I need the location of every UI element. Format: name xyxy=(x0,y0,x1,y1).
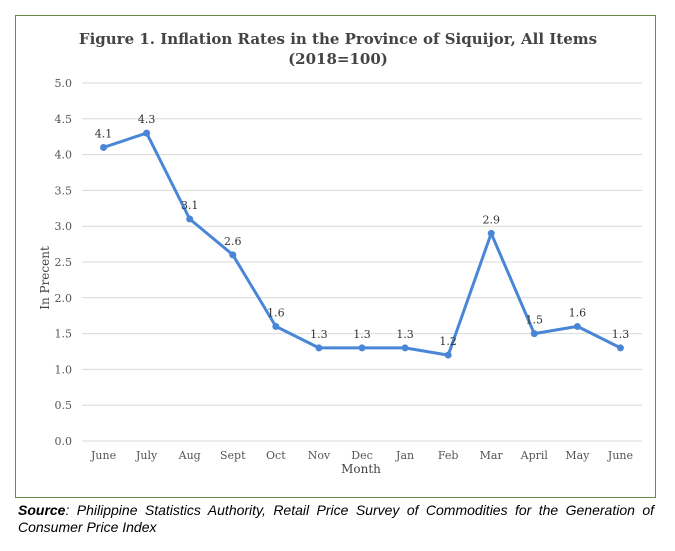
data-point xyxy=(616,344,624,352)
data-point xyxy=(229,251,237,259)
line-chart: Figure 1. Inflation Rates in the Provinc… xyxy=(38,30,642,476)
data-label: 4.1 xyxy=(95,127,113,140)
y-tick-label: 4.5 xyxy=(55,113,73,126)
y-tick-label: 3.0 xyxy=(55,220,73,233)
data-label: 1.5 xyxy=(526,314,544,327)
source-text: : Philippine Statistics Authority, Retai… xyxy=(18,502,654,535)
data-label: 2.6 xyxy=(224,235,242,248)
data-label: 4.3 xyxy=(138,113,156,126)
y-tick-label: 0.5 xyxy=(55,399,73,412)
source-note: Source: Philippine Statistics Authority,… xyxy=(18,502,654,536)
x-tick-label: Jan xyxy=(395,449,414,462)
chart-subtitle: (2018=100) xyxy=(288,50,388,68)
y-tick-label: 4.0 xyxy=(55,149,73,162)
x-tick-label: July xyxy=(135,449,158,462)
x-tick-label: Sept xyxy=(220,449,246,462)
x-axis-ticks: June July Aug Sept Oct Nov Dec Jan Feb Mar April Ma… xyxy=(90,449,633,462)
data-point xyxy=(530,330,538,338)
y-tick-label: 2.0 xyxy=(55,292,73,305)
data-point xyxy=(315,344,323,352)
data-label: 2.9 xyxy=(482,213,500,226)
data-point xyxy=(487,229,495,237)
series-line xyxy=(100,129,624,359)
x-tick-label: June xyxy=(607,449,633,462)
data-point xyxy=(100,143,108,151)
chart-frame: Figure 1. Inflation Rates in the Provinc… xyxy=(15,15,656,498)
x-tick-label: April xyxy=(520,449,549,462)
y-tick-label: 5.0 xyxy=(55,77,73,90)
y-tick-label: 2.5 xyxy=(55,256,73,269)
data-label: 1.6 xyxy=(569,306,587,319)
y-axis-ticks: 0.0 0.5 1.0 1.5 2.0 2.5 3.0 3.5 4.0 4.5 5.0 xyxy=(55,77,73,448)
x-tick-label: Oct xyxy=(266,449,286,462)
y-axis-label: In Precent xyxy=(38,246,52,310)
x-tick-label: Mar xyxy=(480,449,504,462)
x-tick-label: May xyxy=(565,449,590,462)
data-label: 3.1 xyxy=(181,199,199,212)
x-tick-label: Dec xyxy=(351,449,373,462)
x-tick-label: June xyxy=(90,449,116,462)
y-tick-label: 3.5 xyxy=(55,184,73,197)
data-labels: 4.1 4.3 3.1 2.6 1.6 1.3 1.3 1.3 1.2 2.9 1.5 1.6 1.3 xyxy=(95,113,629,348)
x-tick-label: Aug xyxy=(178,449,201,462)
chart-title: Figure 1. Inflation Rates in the Provinc… xyxy=(79,30,597,48)
x-tick-label: Feb xyxy=(438,449,459,462)
x-tick-label: Nov xyxy=(308,449,331,462)
y-tick-label: 1.5 xyxy=(55,328,73,341)
data-label: 1.3 xyxy=(310,328,328,341)
y-tick-label: 1.0 xyxy=(55,363,73,376)
data-point xyxy=(358,344,366,352)
x-axis-label: Month xyxy=(341,462,381,476)
data-point xyxy=(186,215,194,223)
data-point xyxy=(143,129,151,137)
data-label: 1.2 xyxy=(439,335,457,348)
y-tick-label: 0.0 xyxy=(55,435,73,448)
data-point xyxy=(272,322,280,330)
data-label: 1.3 xyxy=(612,328,630,341)
data-point xyxy=(444,351,452,359)
data-label: 1.3 xyxy=(353,328,371,341)
gridlines xyxy=(82,82,642,442)
data-point xyxy=(573,322,581,330)
source-label: Source xyxy=(18,502,66,518)
data-label: 1.3 xyxy=(396,328,414,341)
data-point xyxy=(401,344,409,352)
data-label: 1.6 xyxy=(267,306,285,319)
